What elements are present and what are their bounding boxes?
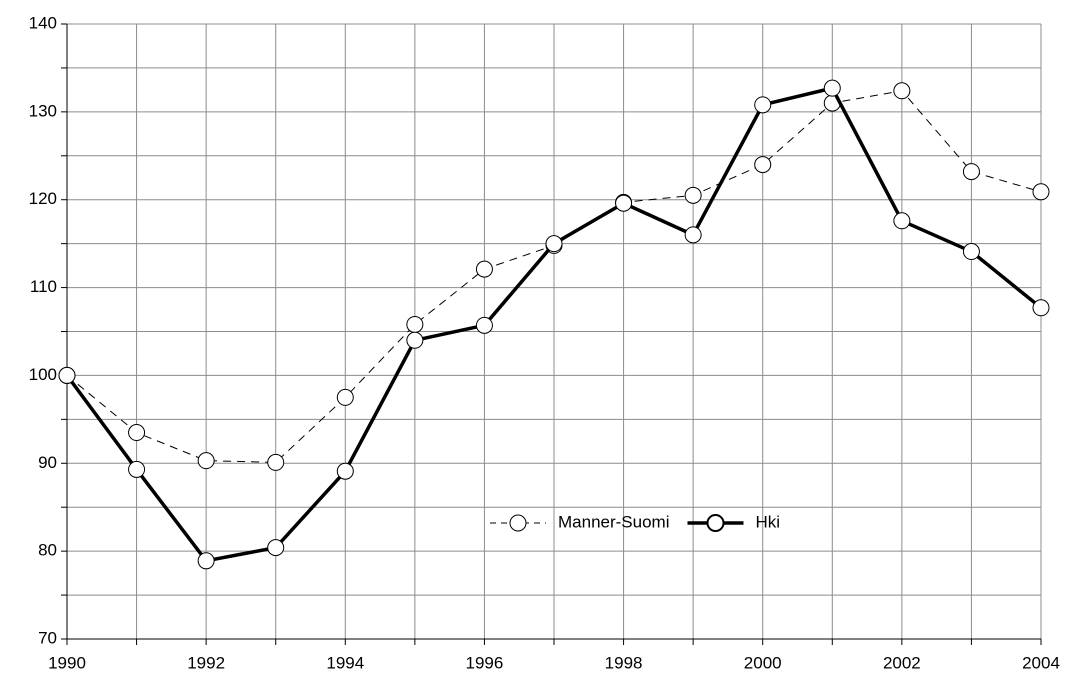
point-marker xyxy=(962,163,980,181)
point-marker xyxy=(475,316,493,334)
point-marker xyxy=(267,539,285,557)
y-tick-label: 100 xyxy=(29,365,57,384)
point-marker xyxy=(684,186,702,204)
y-tick-label: 120 xyxy=(29,189,57,208)
x-tick-label: 1992 xyxy=(187,653,225,672)
legend-label: Hki xyxy=(756,512,781,531)
x-tick-label: 2000 xyxy=(744,653,782,672)
point-marker xyxy=(1032,299,1050,317)
point-marker xyxy=(128,460,146,478)
point-marker xyxy=(197,552,215,570)
point-marker xyxy=(684,226,702,244)
point-marker xyxy=(754,96,772,114)
point-marker xyxy=(197,452,215,470)
x-tick-label: 1990 xyxy=(48,653,86,672)
y-tick-label: 140 xyxy=(29,13,57,32)
point-marker xyxy=(893,82,911,100)
x-tick-label: 1994 xyxy=(326,653,364,672)
legend-marker xyxy=(706,514,725,532)
point-marker xyxy=(128,424,146,442)
y-tick-label: 70 xyxy=(38,628,57,647)
point-marker xyxy=(406,331,424,349)
x-tick-label: 1998 xyxy=(605,653,643,672)
point-marker xyxy=(267,453,285,471)
y-tick-label: 110 xyxy=(30,277,57,296)
point-marker xyxy=(615,194,633,212)
legend-marker xyxy=(509,514,527,532)
point-marker xyxy=(1032,183,1050,201)
point-marker xyxy=(406,315,424,333)
point-marker xyxy=(336,462,354,480)
x-tick-label: 2004 xyxy=(1022,653,1060,672)
point-marker xyxy=(58,366,76,384)
point-marker xyxy=(823,79,841,97)
point-marker xyxy=(754,156,772,174)
legend-label: Manner-Suomi xyxy=(558,512,670,531)
x-tick-label: 1996 xyxy=(466,653,504,672)
x-tick-label: 2002 xyxy=(883,653,921,672)
y-tick-label: 130 xyxy=(29,101,57,120)
y-tick-label: 90 xyxy=(38,453,57,472)
y-tick-label: 80 xyxy=(38,541,57,560)
point-marker xyxy=(545,235,563,253)
point-marker xyxy=(475,260,493,278)
point-marker xyxy=(336,388,354,406)
point-marker xyxy=(962,243,980,261)
point-marker xyxy=(893,212,911,230)
